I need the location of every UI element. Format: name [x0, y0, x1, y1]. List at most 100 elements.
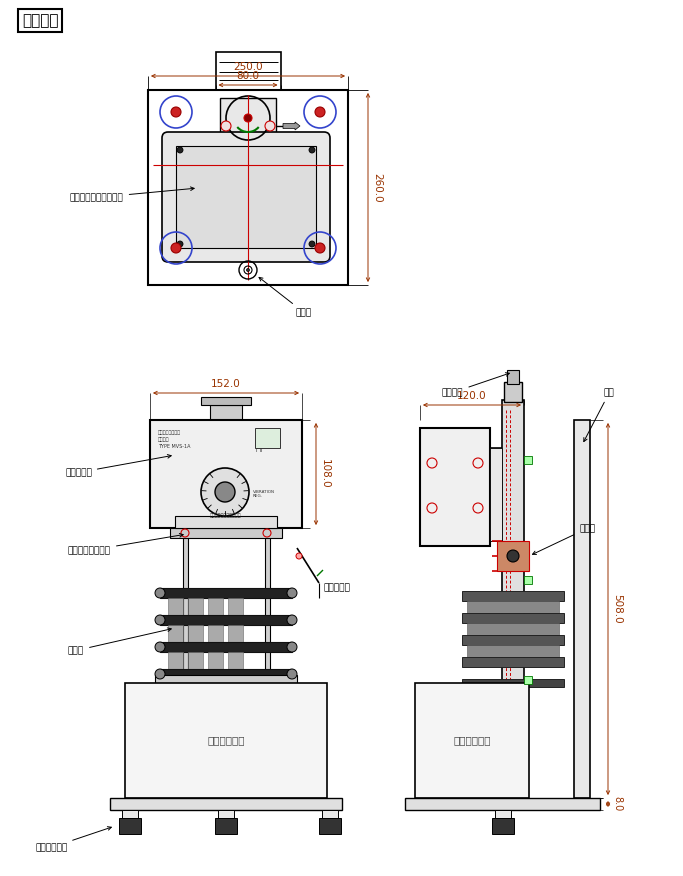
Bar	[168, 625, 183, 642]
Text: 昇降ノブ: 昇降ノブ	[442, 372, 510, 397]
Circle shape	[155, 669, 165, 679]
Bar	[507, 370, 519, 384]
Circle shape	[171, 107, 181, 117]
Bar	[420, 428, 490, 546]
Bar	[176, 146, 316, 248]
Bar	[264, 528, 270, 680]
Text: 各部名称: 各部名称	[22, 13, 59, 28]
Text: ストッパー: ストッパー	[323, 583, 350, 592]
Text: 水準器: 水準器	[259, 278, 312, 317]
FancyBboxPatch shape	[162, 132, 330, 262]
Bar	[462, 635, 564, 645]
Bar	[182, 528, 188, 680]
Bar	[492, 818, 514, 834]
Text: 支柱: 支柱	[584, 388, 615, 442]
Bar	[119, 818, 141, 834]
Text: 80.0: 80.0	[236, 71, 260, 81]
Text: 108.0: 108.0	[320, 459, 330, 489]
Text: 超音波洗浄器: 超音波洗浄器	[454, 736, 491, 745]
Bar	[494, 810, 510, 818]
Text: 120.0: 120.0	[457, 391, 487, 401]
Text: 260.0: 260.0	[372, 173, 382, 202]
Bar	[467, 601, 559, 613]
Bar	[218, 810, 234, 818]
Bar	[524, 676, 532, 684]
Bar	[110, 798, 342, 810]
Text: コントロールボックス: コントロールボックス	[70, 187, 194, 202]
Circle shape	[287, 669, 297, 679]
Bar	[502, 400, 524, 798]
Text: ふるい機: ふるい機	[158, 437, 169, 442]
Bar	[319, 818, 341, 834]
Text: ふるい: ふるい	[68, 628, 171, 655]
Bar	[462, 613, 564, 623]
Circle shape	[201, 468, 249, 516]
Bar	[122, 810, 138, 818]
Circle shape	[287, 588, 297, 598]
Bar	[168, 598, 183, 615]
FancyArrow shape	[283, 122, 300, 130]
Bar	[467, 623, 559, 635]
Circle shape	[155, 642, 165, 652]
Text: VIBRATION
REG.: VIBRATION REG.	[253, 490, 275, 498]
Text: 508.0: 508.0	[612, 594, 622, 624]
Bar	[216, 52, 281, 90]
Circle shape	[287, 615, 297, 625]
Circle shape	[309, 147, 315, 153]
Bar	[170, 528, 282, 538]
Circle shape	[287, 642, 297, 652]
Bar	[188, 625, 203, 642]
Text: II: II	[260, 448, 263, 453]
Bar	[415, 683, 529, 798]
Bar	[201, 397, 251, 405]
Bar	[168, 652, 183, 669]
Bar	[210, 405, 242, 420]
Bar	[524, 576, 532, 584]
Bar	[125, 683, 327, 798]
Circle shape	[247, 269, 249, 272]
Text: 水平・電磁振動式: 水平・電磁振動式	[158, 430, 181, 435]
Circle shape	[315, 107, 325, 117]
Circle shape	[315, 243, 325, 253]
Circle shape	[171, 243, 181, 253]
Bar	[220, 98, 276, 140]
Bar	[215, 818, 237, 834]
Text: TYPE MVS-1A: TYPE MVS-1A	[158, 444, 191, 449]
Text: ふるい固定ロッド: ふるい固定ロッド	[68, 533, 183, 555]
Bar	[504, 382, 522, 402]
Bar	[228, 652, 243, 669]
Bar	[208, 625, 223, 642]
Circle shape	[177, 241, 183, 247]
Text: アジャスター: アジャスター	[35, 827, 111, 852]
Bar	[208, 652, 223, 669]
Text: 8.0: 8.0	[612, 796, 622, 812]
Circle shape	[296, 553, 302, 559]
Circle shape	[265, 121, 275, 131]
Bar	[228, 598, 243, 615]
Bar	[150, 420, 302, 528]
Bar	[490, 448, 502, 541]
Bar	[524, 456, 532, 464]
Text: 超音波洗浄器: 超音波洗浄器	[207, 736, 245, 745]
Circle shape	[155, 615, 165, 625]
Text: 筒井理化学機械株式会社: 筒井理化学機械株式会社	[210, 513, 242, 518]
Bar	[160, 669, 292, 679]
Text: 昇降器: 昇降器	[533, 524, 595, 555]
Bar	[175, 516, 277, 528]
Bar	[467, 645, 559, 657]
Bar	[255, 428, 280, 448]
Text: 250.0: 250.0	[233, 62, 263, 72]
Circle shape	[155, 588, 165, 598]
Circle shape	[309, 241, 315, 247]
Circle shape	[507, 550, 519, 562]
Circle shape	[215, 482, 235, 502]
Bar	[160, 642, 292, 652]
Bar	[148, 90, 348, 285]
Text: I: I	[255, 448, 257, 453]
Bar	[405, 798, 600, 810]
Bar	[322, 810, 338, 818]
Bar	[155, 675, 297, 683]
Bar	[208, 598, 223, 615]
Circle shape	[177, 147, 183, 153]
Bar	[188, 598, 203, 615]
